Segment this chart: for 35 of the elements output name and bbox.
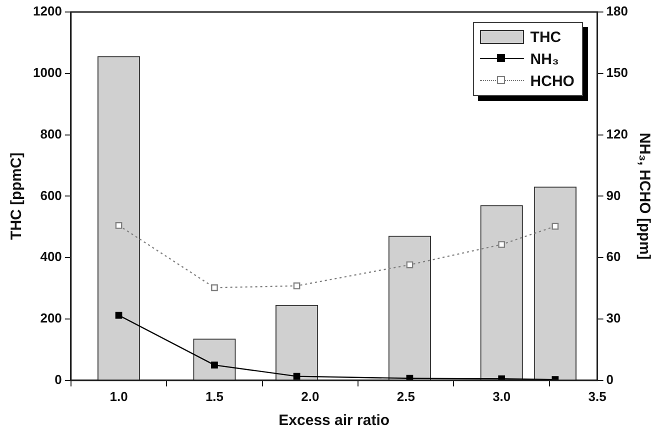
point <box>293 282 300 290</box>
x-axis-title: Excess air ratio <box>278 412 390 430</box>
y-tick-label: 0 <box>54 372 62 387</box>
x-tick-label: 1.0 <box>110 388 128 404</box>
x-tick-label: 2.0 <box>301 388 320 404</box>
point <box>211 362 218 368</box>
point <box>211 284 218 292</box>
y-tick-label: 600 <box>40 188 62 203</box>
y-axis-title: THC [ppmC] <box>8 152 26 240</box>
point <box>115 222 122 229</box>
y-tick-label: 800 <box>40 126 62 142</box>
x-tick-label: 1.5 <box>205 388 224 404</box>
point <box>115 312 122 319</box>
y2-tick-label: 120 <box>606 126 628 142</box>
y2-axis-title: NH₃, HCHO [ppm] <box>636 132 653 260</box>
point <box>293 372 300 380</box>
y2-tick-label: 90 <box>606 188 621 203</box>
y2-tick-label: 150 <box>606 64 628 80</box>
point <box>406 261 414 268</box>
point <box>552 222 559 230</box>
x-tick-label: 3.0 <box>492 388 511 404</box>
legend-label: THC <box>530 28 562 46</box>
legend-label: HCHO <box>530 72 574 90</box>
y2-tick-label: 60 <box>606 249 621 264</box>
y2-tick-label: 180 <box>606 4 628 19</box>
point <box>498 241 506 248</box>
y-tick-label: 1200 <box>33 4 62 19</box>
y2-tick-label: 30 <box>606 310 621 326</box>
x-tick-label: 2.5 <box>396 388 415 404</box>
legend-label: NH₃ <box>530 50 559 68</box>
y-tick-label: 400 <box>40 249 62 264</box>
y2-tick-label: 0 <box>606 372 614 387</box>
y-tick-label: 200 <box>40 310 62 326</box>
y-tick-label: 1000 <box>33 64 62 80</box>
x-tick-label: 3.5 <box>588 388 606 404</box>
